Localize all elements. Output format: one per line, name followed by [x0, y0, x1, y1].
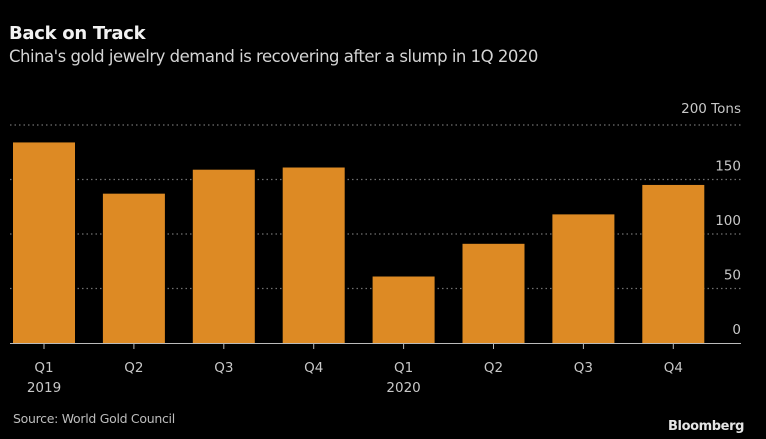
source-note: Source: World Gold Council — [13, 411, 175, 426]
y-tick-label: 100 — [715, 213, 741, 229]
bloomberg-logo: Bloomberg — [668, 419, 745, 434]
x-tick-label: Q3 — [574, 360, 593, 376]
chart-title: Back on Track — [9, 23, 146, 44]
y-tick-label: 150 — [715, 159, 741, 175]
bar — [102, 193, 165, 343]
x-tick-label: Q2 — [124, 360, 143, 376]
x-tick-label: Q1 — [394, 360, 413, 376]
x-tick-label: Q4 — [304, 360, 323, 376]
bar — [13, 142, 75, 343]
x-axis-ticks: Q1 2019 Q2 Q3 Q4 Q1 2020 Q2 Q3 Q4 — [27, 343, 683, 396]
x-tick-label: Q3 — [214, 360, 233, 376]
x-tick-label: Q1 — [34, 360, 53, 376]
bar — [552, 214, 615, 343]
x-tick-year-label: 2020 — [386, 380, 420, 396]
bar — [462, 243, 525, 343]
x-tick-label: Q2 — [484, 360, 503, 376]
y-tick-label: 0 — [732, 322, 741, 338]
y-tick-label: 200 Tons — [681, 101, 741, 117]
bar — [282, 167, 345, 343]
y-tick-label: 50 — [724, 268, 741, 284]
x-tick-year-label: 2019 — [27, 380, 61, 396]
x-tick-label: Q4 — [664, 360, 683, 376]
bar — [372, 276, 435, 343]
bar — [642, 184, 705, 343]
bar — [192, 169, 255, 343]
y-axis-ticks: 0 50 100 150 200 Tons — [681, 101, 741, 338]
bars — [13, 142, 705, 343]
chart-subtitle: China's gold jewelry demand is recoverin… — [9, 47, 538, 66]
